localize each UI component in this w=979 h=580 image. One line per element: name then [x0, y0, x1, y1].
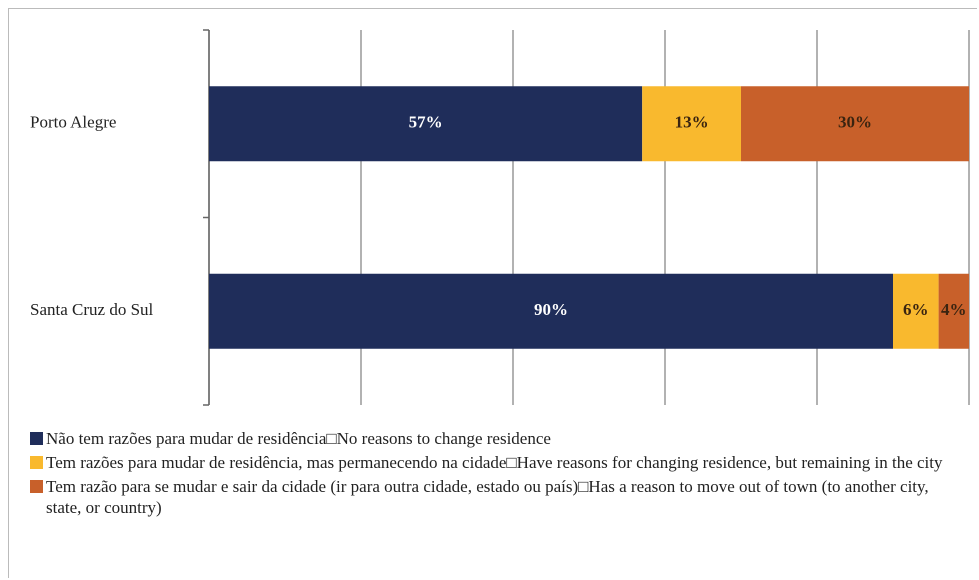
y-tick-label: Porto Alegre: [30, 113, 116, 132]
data-label: 57%: [409, 113, 443, 132]
legend-swatch: [30, 480, 43, 493]
legend-label: Tem razão para se mudar e sair da cidade…: [46, 477, 929, 517]
legend-label: Não tem razões para mudar de residência□…: [46, 429, 551, 448]
legend-label: Tem razões para mudar de residência, mas…: [46, 453, 943, 472]
legend-entry: Tem razão para se mudar e sair da cidade…: [30, 476, 960, 518]
bar-segment: [209, 273, 893, 349]
bar-segment: [642, 86, 741, 162]
bar-segment: [741, 86, 969, 162]
data-label: 13%: [675, 113, 709, 132]
bar-segment: [938, 273, 969, 349]
data-label: 30%: [838, 113, 872, 132]
legend: Não tem razões para mudar de residência□…: [30, 428, 960, 521]
data-label: 90%: [534, 300, 568, 319]
legend-swatch: [30, 456, 43, 469]
data-label: 4%: [941, 300, 967, 319]
bar-segment: [209, 86, 643, 162]
bar-segment: [893, 273, 939, 349]
frame: [8, 8, 977, 578]
legend-entry: Não tem razões para mudar de residência□…: [30, 428, 960, 449]
chart: Porto Alegre 57% 13% 30% Santa Cruz do Sul 90…: [30, 29, 970, 406]
data-label: 6%: [903, 300, 929, 319]
legend-entry: Tem razões para mudar de residência, mas…: [30, 452, 960, 473]
legend-swatch: [30, 432, 43, 445]
y-tick-label: Santa Cruz do Sul: [30, 300, 154, 319]
